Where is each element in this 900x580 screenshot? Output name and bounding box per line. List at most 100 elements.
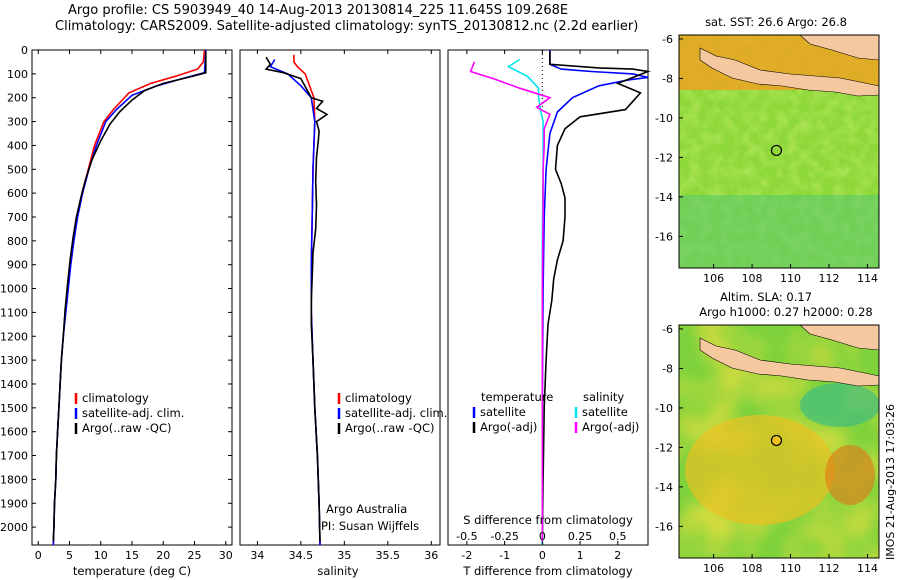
y-tick-label: 1400 — [0, 378, 28, 391]
map-y-tick-label: -6 — [662, 323, 673, 336]
map-y-tick-label: -16 — [655, 230, 673, 243]
difference-xlabel: T difference from climatology — [462, 564, 633, 578]
y-tick-label: 500 — [7, 163, 28, 176]
x-tick-label: 34 — [250, 549, 264, 562]
x-tick-label: 5 — [66, 549, 73, 562]
y-tick-label: 0 — [21, 44, 28, 57]
legend-label: satellite-adj. clim. — [345, 406, 447, 420]
imos-timestamp: IMOS 21-Aug-2013 17:03:26 — [884, 404, 897, 560]
y-tick-label: 900 — [7, 259, 28, 272]
s-tick-label: -0.5 — [456, 530, 477, 543]
difference-legend: temperature salinitysatelliteArgo(-adj)sa… — [472, 390, 639, 434]
y-tick-label: 1500 — [0, 402, 28, 415]
sla-map-ticks: 106 108 110 112 114 -6 -8 -10 -12 -14 -16 — [655, 323, 878, 575]
x-tick-label: 1 — [577, 549, 584, 562]
map-y-tick-label: -16 — [655, 520, 673, 533]
pi-annotation: PI: Susan Wijffels — [321, 519, 419, 533]
difference-panel: -2 -1 0 1 2 T difference from climatology S … — [447, 49, 652, 578]
sst-map-panel: sat. SST: 26.6 Argo: 26.8 106 108 110 112 11… — [655, 15, 880, 285]
s-difference-label: S difference from climatology — [463, 513, 633, 527]
sla-map-title-2: Argo h1000: 0.27 h2000: 0.28 — [699, 305, 872, 319]
x-tick-label: 34.5 — [289, 549, 314, 562]
temperature-axes — [31, 49, 233, 546]
temperature-series-group — [52, 49, 207, 546]
sla-map-title-1: Altim. SLA: 0.17 — [720, 290, 812, 304]
difference-series-group — [469, 50, 652, 545]
header-line-1: Argo profile: CS 5903949_40 14-Aug-2013 … — [68, 3, 569, 18]
legend-label: climatology — [345, 391, 412, 405]
s-tick-label: 0 — [539, 530, 546, 543]
difference-axes — [447, 49, 649, 546]
map-x-tick-label: 110 — [780, 562, 801, 575]
y-tick-label: 300 — [7, 116, 28, 129]
legend-temperature-title: temperature — [481, 390, 553, 404]
sst-argo-location-marker — [770, 144, 783, 157]
map-y-tick-label: -12 — [655, 441, 673, 454]
map-x-tick-label: 106 — [703, 562, 724, 575]
salinity-xticks: 34 34.5 35 35.5 36 — [250, 50, 438, 562]
sst-map-title: sat. SST: 26.6 Argo: 26.8 — [705, 15, 847, 29]
map-y-tick-label: -14 — [655, 481, 673, 494]
legend-label: Argo(..raw -QC) — [82, 421, 172, 435]
y-tick-label: 1600 — [0, 426, 28, 439]
temperature-xticks: 0 5 10 15 20 25 30 — [35, 50, 233, 562]
series-line-t-argo-adj- — [541, 51, 652, 542]
s-difference-ticks: -0.5 -0.25 0 0.25 0.5 — [456, 530, 626, 543]
map-y-tick-label: -10 — [655, 112, 673, 125]
x-tick-label: 2 — [614, 549, 621, 562]
salinity-panel: 34 34.5 35 35.5 36 salinity climatologysatel… — [239, 49, 447, 578]
map-x-tick-label: 112 — [819, 562, 840, 575]
legend-label: satellite-adj. clim. — [82, 406, 184, 420]
s-tick-label: -0.25 — [490, 530, 518, 543]
legend-label: Argo(..raw -QC) — [345, 421, 435, 435]
sla-argo-location-marker — [770, 434, 783, 447]
map-x-tick-label: 114 — [857, 562, 878, 575]
legend-label: Argo(-adj) — [582, 420, 639, 434]
y-tick-label: 400 — [7, 139, 28, 152]
sst-map-land — [699, 47, 879, 97]
series-line-t-satellite — [541, 50, 649, 545]
map-y-tick-label: -14 — [655, 191, 673, 204]
sla-map-land-north — [799, 325, 879, 351]
sst-map-ticks: 106 108 110 112 114 -6 -8 -10 -12 -14 -16 — [655, 33, 878, 285]
difference-xticks: -2 -1 0 1 2 — [461, 50, 621, 562]
salinity-xlabel: salinity — [317, 564, 358, 578]
y-tick-label: 1800 — [0, 473, 28, 486]
x-tick-label: 15 — [125, 549, 139, 562]
series-line-argo-raw-qc- — [52, 51, 207, 542]
salinity-series-group — [264, 54, 329, 546]
x-tick-label: 36 — [424, 549, 438, 562]
series-line-argo-raw-qc- — [264, 56, 329, 542]
legend-salinity-title: salinity — [583, 390, 624, 404]
map-y-tick-label: -10 — [655, 402, 673, 415]
y-tick-label: 200 — [7, 92, 28, 105]
s-tick-label: 0.25 — [568, 530, 593, 543]
x-tick-label: 25 — [188, 549, 202, 562]
y-tick-label: 1100 — [0, 306, 28, 319]
sla-map-warm-anomaly — [685, 415, 835, 525]
map-x-tick-label: 106 — [703, 272, 724, 285]
x-tick-label: 0 — [539, 549, 546, 562]
temperature-xlabel: temperature (deg C) — [73, 564, 191, 578]
legend-label: climatology — [82, 391, 149, 405]
x-tick-label: -1 — [499, 549, 510, 562]
sla-map-panel: Altim. SLA: 0.17 Argo h1000: 0.27 h2000:… — [655, 290, 880, 575]
map-y-tick-label: -8 — [662, 72, 673, 85]
header-line-2: Climatology: CARS2009. Satellite-adjuste… — [55, 19, 639, 34]
y-tick-label: 1000 — [0, 283, 28, 296]
sst-map-land-north — [799, 35, 879, 61]
s-tick-label: 0.5 — [609, 530, 627, 543]
map-y-tick-label: -6 — [662, 33, 673, 46]
x-tick-label: 30 — [219, 549, 233, 562]
legend-label: satellite — [582, 405, 628, 419]
x-tick-label: 20 — [156, 549, 170, 562]
x-tick-label: 35 — [337, 549, 351, 562]
map-y-tick-label: -8 — [662, 362, 673, 375]
salinity-axes — [239, 49, 441, 546]
sla-map-land — [699, 337, 879, 387]
sla-map-cool-anomaly — [800, 383, 879, 427]
x-tick-label: 0 — [35, 549, 42, 562]
sla-map-warm-core — [825, 445, 875, 505]
